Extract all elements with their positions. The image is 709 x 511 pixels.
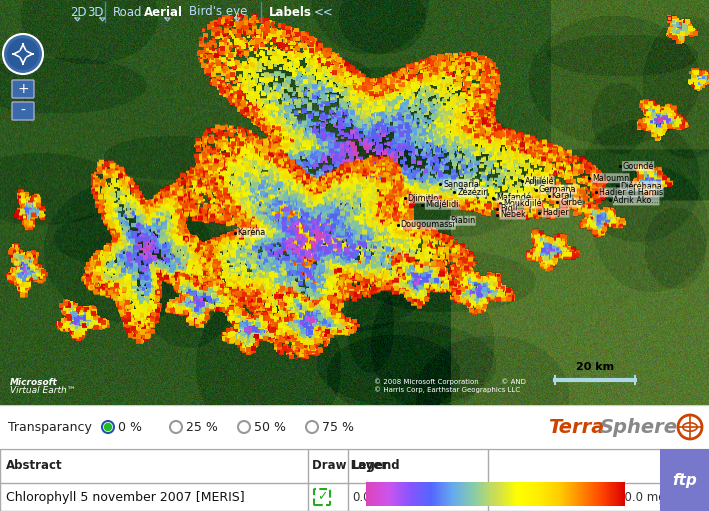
Text: Midjélidi: Midjélidi: [425, 200, 459, 210]
Text: ftp: ftp: [672, 473, 697, 487]
Circle shape: [238, 421, 250, 433]
Text: Karéna: Karéna: [238, 228, 266, 238]
Text: Virtual Earth™: Virtual Earth™: [10, 386, 76, 395]
Text: Aerial: Aerial: [145, 6, 184, 18]
Text: Legend: Legend: [352, 458, 401, 472]
Text: Sangaria: Sangaria: [443, 180, 479, 189]
Text: Transparancy: Transparancy: [8, 421, 92, 433]
Text: 75 %: 75 %: [322, 421, 354, 433]
Text: 3D: 3D: [88, 6, 104, 18]
Text: Draw Layer: Draw Layer: [312, 458, 387, 472]
FancyBboxPatch shape: [660, 449, 709, 511]
Text: 2D: 2D: [70, 6, 86, 18]
Text: ✓: ✓: [317, 491, 328, 503]
Text: Dougoumassi: Dougoumassi: [401, 220, 455, 229]
FancyBboxPatch shape: [12, 102, 34, 120]
Text: <<: <<: [314, 6, 334, 18]
Text: 20 km: 20 km: [576, 362, 614, 372]
Text: Germana: Germana: [539, 185, 576, 194]
Text: Nébek: Nébek: [500, 210, 525, 219]
Text: Terra: Terra: [548, 417, 604, 436]
Text: FTP: FTP: [665, 458, 690, 472]
Text: Sphere: Sphere: [600, 417, 678, 436]
Text: Hadjer: Hadjer: [542, 208, 569, 217]
Text: Abstract: Abstract: [6, 458, 62, 472]
Circle shape: [102, 421, 114, 433]
Text: 20.0 mg/m3: 20.0 mg/m3: [617, 491, 688, 503]
Text: Adrik Ako...: Adrik Ako...: [613, 196, 659, 205]
Text: +: +: [17, 82, 29, 96]
Text: Maloumn: Maloumn: [592, 174, 629, 183]
Text: Djimitlo: Djimitlo: [408, 194, 439, 203]
Text: Zézézir: Zézézir: [457, 188, 487, 197]
Text: Girbé: Girbé: [560, 198, 582, 207]
Text: Microsoft: Microsoft: [10, 378, 57, 387]
Text: 50 %: 50 %: [254, 421, 286, 433]
Text: Djérébana: Djérébana: [620, 181, 662, 191]
FancyBboxPatch shape: [12, 80, 34, 98]
Text: Adjilélé: Adjilélé: [525, 177, 554, 186]
Text: Karal: Karal: [552, 191, 572, 200]
Circle shape: [104, 424, 111, 430]
Text: Chlorophyll 5 november 2007 [MERIS]: Chlorophyll 5 november 2007 [MERIS]: [6, 491, 245, 503]
Text: 25 %: 25 %: [186, 421, 218, 433]
Text: Bird's eye: Bird's eye: [189, 6, 247, 18]
Text: Mafandé: Mafandé: [496, 193, 531, 202]
Text: 0.0: 0.0: [352, 491, 371, 503]
Text: -: -: [21, 104, 26, 118]
Text: 0 %: 0 %: [118, 421, 142, 433]
Text: Goundé: Goundé: [623, 161, 654, 171]
Text: Biabin: Biabin: [450, 216, 475, 225]
Circle shape: [170, 421, 182, 433]
Text: © Harris Corp, Earthstar Geographics LLC: © Harris Corp, Earthstar Geographics LLC: [374, 386, 520, 393]
Circle shape: [3, 34, 43, 74]
Text: Bigli: Bigli: [500, 204, 518, 213]
Text: Road: Road: [113, 6, 143, 18]
Text: Hadjer el Hamis: Hadjer el Hamis: [599, 188, 663, 197]
Text: Moukdjilé: Moukdjilé: [503, 199, 542, 208]
FancyBboxPatch shape: [314, 489, 330, 505]
Text: © 2008 Microsoft Corporation          © AND: © 2008 Microsoft Corporation © AND: [374, 378, 526, 385]
Text: Labels: Labels: [269, 6, 312, 18]
Circle shape: [306, 421, 318, 433]
Circle shape: [7, 38, 39, 70]
